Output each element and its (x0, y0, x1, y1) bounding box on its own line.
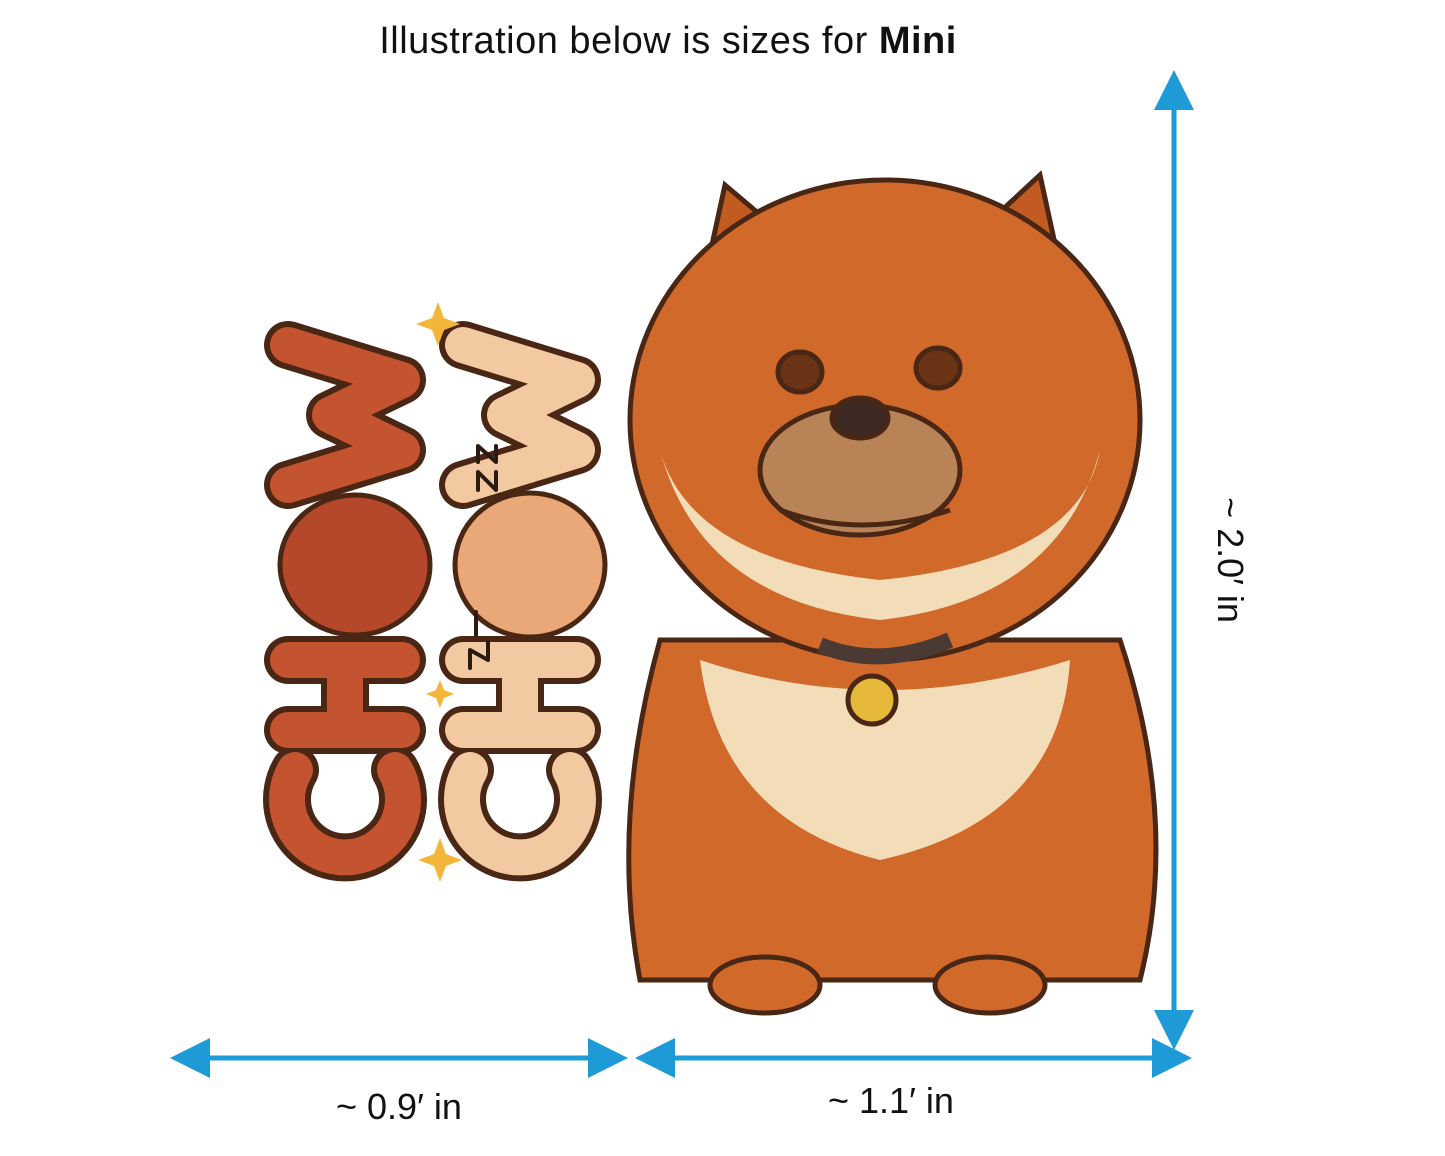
page-title: Illustration below is sizes for Mini (0, 20, 1336, 63)
sparkle-icon (416, 302, 460, 346)
sparkle-icon (426, 680, 454, 708)
chow-chow-sticker (277, 302, 608, 882)
sparkle-icon (418, 838, 462, 882)
sticker-zzz-mark (476, 444, 498, 492)
title-prefix: Illustration below is sizes for (379, 20, 879, 62)
small-dog-dark (277, 492, 433, 638)
sticker-2gnd-mark (468, 610, 490, 670)
sticker-width-label: ~ 0.9′ in (336, 1086, 462, 1127)
chow-chow-dog (626, 170, 1159, 1016)
dog-height-label: ~ 2.0′ in (1210, 497, 1251, 623)
small-dog-light (452, 490, 608, 640)
title-size: Mini (878, 20, 957, 62)
dog-width-label: ~ 1.1′ in (828, 1080, 954, 1121)
